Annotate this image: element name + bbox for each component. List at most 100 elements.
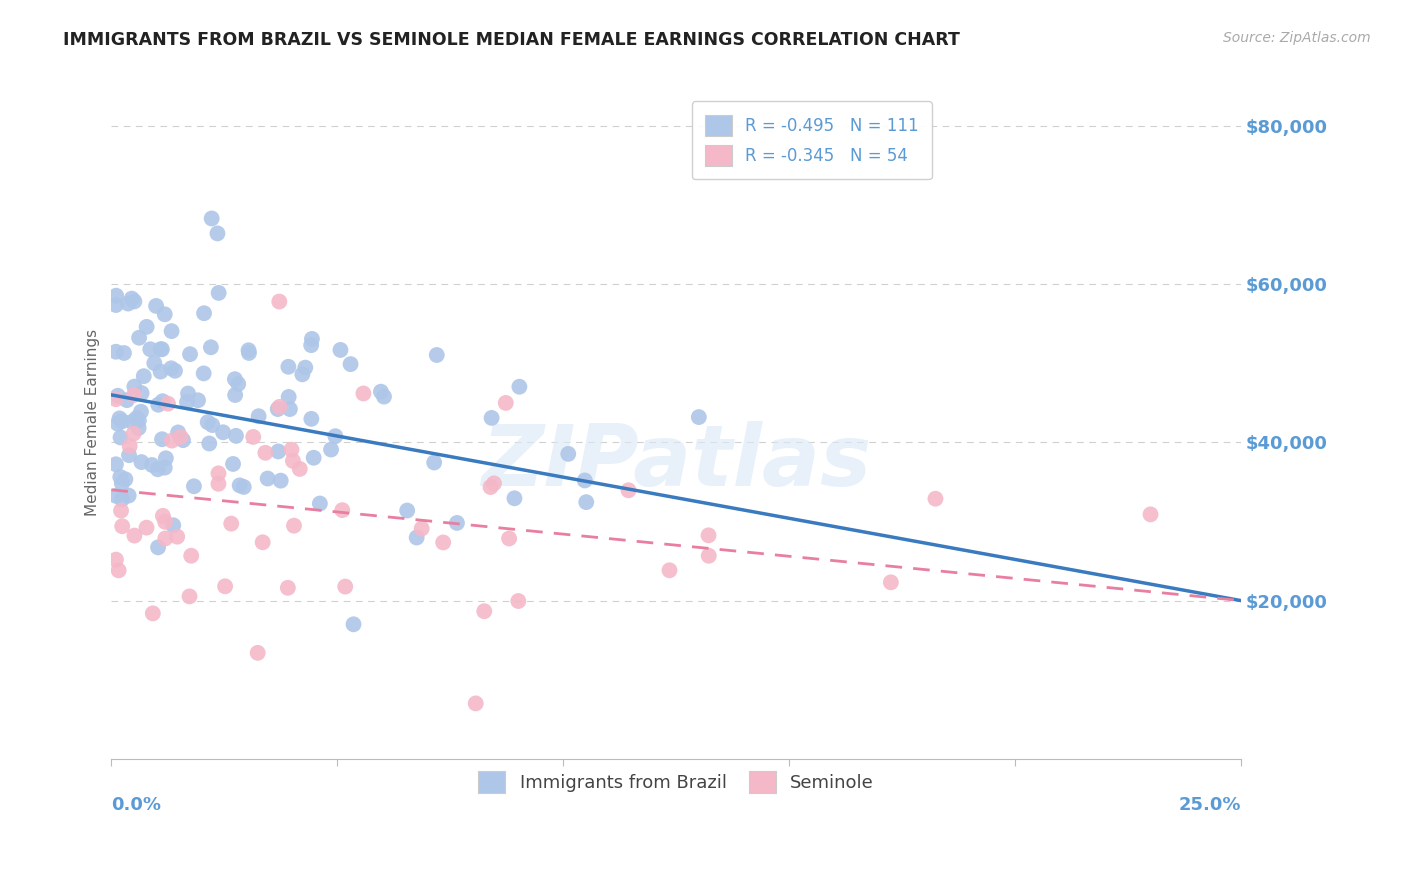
Point xyxy=(370,384,392,399)
Point xyxy=(142,607,165,621)
Point xyxy=(426,348,449,362)
Point xyxy=(160,361,183,376)
Point xyxy=(697,528,720,542)
Point xyxy=(481,411,503,425)
Point xyxy=(325,429,347,443)
Point xyxy=(118,489,141,503)
Point xyxy=(498,532,520,546)
Point xyxy=(104,344,127,359)
Point xyxy=(146,462,169,476)
Point xyxy=(472,604,495,618)
Point xyxy=(254,446,277,460)
Point xyxy=(170,430,193,444)
Point xyxy=(110,503,132,517)
Point xyxy=(339,357,361,371)
Point xyxy=(301,332,323,346)
Point xyxy=(503,491,526,506)
Point xyxy=(104,552,127,566)
Point xyxy=(280,442,302,457)
Point xyxy=(118,448,141,462)
Point xyxy=(207,227,229,241)
Point xyxy=(152,508,174,523)
Point xyxy=(131,386,153,401)
Point xyxy=(200,340,222,354)
Point xyxy=(288,462,311,476)
Point xyxy=(163,364,186,378)
Point xyxy=(270,474,292,488)
Point xyxy=(617,483,640,498)
Point xyxy=(224,388,246,402)
Point xyxy=(162,518,184,533)
Point xyxy=(697,549,720,563)
Point xyxy=(308,496,330,510)
Point xyxy=(107,417,129,431)
Point xyxy=(291,368,314,382)
Point xyxy=(277,359,299,374)
Point xyxy=(128,413,150,427)
Point xyxy=(104,457,127,471)
Point xyxy=(180,549,202,563)
Point xyxy=(122,426,145,441)
Point xyxy=(176,395,198,409)
Point xyxy=(104,489,127,503)
Point xyxy=(193,367,215,381)
Point xyxy=(112,346,135,360)
Point xyxy=(207,476,229,491)
Point xyxy=(658,563,681,577)
Point xyxy=(482,476,505,491)
Point xyxy=(118,439,141,453)
Point xyxy=(269,294,291,309)
Point xyxy=(201,211,224,226)
Point xyxy=(329,343,352,357)
Point xyxy=(110,430,132,444)
Point xyxy=(228,478,250,492)
Point xyxy=(143,356,166,370)
Legend: Immigrants from Brazil, Seminole: Immigrants from Brazil, Seminole xyxy=(471,764,882,800)
Point xyxy=(156,397,179,411)
Point xyxy=(464,697,486,711)
Point xyxy=(267,402,290,417)
Text: IMMIGRANTS FROM BRAZIL VS SEMINOLE MEDIAN FEMALE EARNINGS CORRELATION CHART: IMMIGRANTS FROM BRAZIL VS SEMINOLE MEDIA… xyxy=(63,31,960,49)
Point xyxy=(256,471,278,485)
Point xyxy=(150,432,173,446)
Point xyxy=(212,425,235,440)
Point xyxy=(278,402,301,417)
Point xyxy=(208,285,231,300)
Point xyxy=(246,646,269,660)
Point xyxy=(267,444,290,458)
Point xyxy=(277,390,299,404)
Point xyxy=(146,541,169,555)
Point xyxy=(139,343,162,357)
Point xyxy=(508,380,530,394)
Point xyxy=(155,532,177,546)
Point xyxy=(141,458,163,472)
Point xyxy=(1139,508,1161,522)
Point xyxy=(432,535,454,549)
Point xyxy=(150,343,173,357)
Point xyxy=(222,457,245,471)
Point xyxy=(166,530,188,544)
Point xyxy=(179,347,201,361)
Point xyxy=(129,405,152,419)
Point xyxy=(105,289,128,303)
Point xyxy=(198,436,221,450)
Point xyxy=(396,503,419,517)
Point xyxy=(131,455,153,469)
Text: ZIPatlas: ZIPatlas xyxy=(481,421,872,504)
Point xyxy=(183,479,205,493)
Point xyxy=(145,299,167,313)
Point xyxy=(319,442,342,457)
Point xyxy=(111,414,134,428)
Point xyxy=(115,393,138,408)
Text: 0.0%: 0.0% xyxy=(111,796,162,814)
Point xyxy=(294,360,316,375)
Point xyxy=(167,425,190,440)
Point xyxy=(122,388,145,402)
Point xyxy=(114,472,136,486)
Point xyxy=(373,390,395,404)
Point xyxy=(330,503,353,517)
Point xyxy=(283,518,305,533)
Point xyxy=(111,476,134,491)
Point xyxy=(423,455,446,469)
Point xyxy=(232,480,254,494)
